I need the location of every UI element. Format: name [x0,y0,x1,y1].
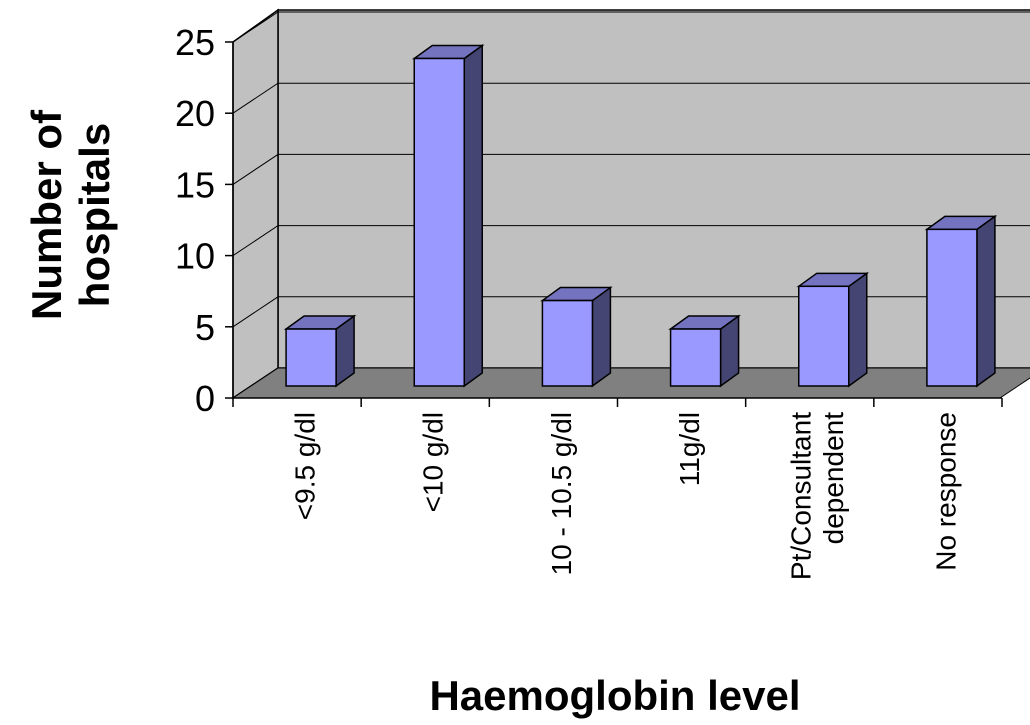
bar [926,228,978,387]
grid-line [232,225,1030,257]
bar-side [848,271,868,388]
x-axis-title: Haemoglobin level [429,672,800,719]
grid [232,11,1030,328]
grid-line [232,296,1030,328]
bar [798,285,850,387]
grid-line [232,153,1030,185]
bar [541,299,594,387]
y-tick-label: 5 [195,307,215,348]
grid-line [232,11,1030,43]
bar-side [463,44,483,388]
side-wall [232,8,279,400]
back-wall [277,9,1030,369]
y-tick-label: 25 [175,22,215,63]
x-tick-label: 10 - 10.5 g/dl [546,412,577,575]
y-tick-label: 15 [175,164,215,205]
bar [413,57,465,387]
y-tick-label: 0 [195,378,215,419]
y-tick-label: 10 [175,236,215,277]
bars [283,44,998,388]
y-tick-label: 20 [175,93,215,134]
bar [669,328,722,387]
bar-side [591,286,612,388]
x-tick-label: Pt/Consultantdependent [786,412,849,580]
y-axis-title: Number ofhospitals [23,109,118,320]
x-tick-label: 11g/dl [674,412,705,486]
x-tick-label: <9.5 g/dl [289,412,320,520]
grid-line [232,82,1030,114]
x-tick-label: <10 g/dl [418,412,449,512]
bar-side [976,214,996,388]
bar [285,328,337,387]
x-tick-label: No response [930,412,961,571]
